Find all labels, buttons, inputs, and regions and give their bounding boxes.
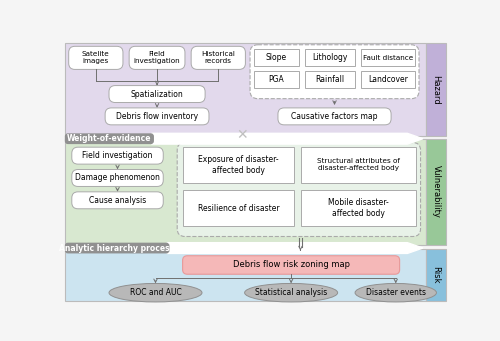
Text: Field investigation: Field investigation — [82, 151, 152, 160]
Bar — [301, 147, 416, 182]
Text: Statistical analysis: Statistical analysis — [255, 288, 327, 297]
Ellipse shape — [109, 283, 202, 302]
FancyArrow shape — [152, 133, 423, 144]
Text: Disaster events: Disaster events — [366, 288, 426, 297]
Bar — [361, 71, 415, 88]
Text: Structural attributes of
disaster-affected body: Structural attributes of disaster-affect… — [317, 158, 400, 172]
Ellipse shape — [244, 283, 338, 302]
FancyBboxPatch shape — [72, 169, 163, 187]
FancyBboxPatch shape — [278, 108, 391, 125]
Text: Debris flow risk zoning map: Debris flow risk zoning map — [232, 261, 350, 269]
Text: Weight-of-evidence: Weight-of-evidence — [67, 134, 151, 143]
FancyBboxPatch shape — [250, 45, 419, 99]
Bar — [254, 71, 299, 88]
Text: Rainfall: Rainfall — [316, 75, 344, 84]
Text: Exposure of disaster-
affected body: Exposure of disaster- affected body — [198, 155, 278, 175]
Bar — [184, 147, 294, 182]
Text: ROC and AUC: ROC and AUC — [130, 288, 182, 297]
Text: Cause analysis: Cause analysis — [89, 196, 146, 205]
FancyBboxPatch shape — [68, 46, 123, 70]
Ellipse shape — [355, 283, 436, 302]
Text: Debris flow inventory: Debris flow inventory — [116, 112, 198, 121]
Text: Hazard: Hazard — [432, 75, 440, 104]
Text: Historical
records: Historical records — [202, 51, 235, 64]
Bar — [305, 49, 354, 66]
FancyArrow shape — [167, 243, 423, 253]
Bar — [305, 71, 354, 88]
FancyBboxPatch shape — [65, 133, 154, 144]
Text: Slope: Slope — [266, 53, 287, 62]
Bar — [426, 249, 446, 301]
FancyBboxPatch shape — [72, 147, 163, 164]
FancyBboxPatch shape — [72, 192, 163, 209]
FancyBboxPatch shape — [182, 256, 400, 274]
Text: Spatialization: Spatialization — [130, 90, 184, 99]
FancyBboxPatch shape — [109, 86, 205, 103]
FancyBboxPatch shape — [191, 46, 246, 70]
Text: Fault distance: Fault distance — [363, 55, 413, 61]
Text: Landcover: Landcover — [368, 75, 408, 84]
FancyBboxPatch shape — [129, 46, 185, 70]
Text: Causative factors map: Causative factors map — [292, 112, 378, 121]
FancyBboxPatch shape — [105, 108, 209, 125]
Bar — [65, 139, 426, 245]
Bar — [254, 49, 299, 66]
Text: Resilience of disaster: Resilience of disaster — [198, 204, 279, 212]
Text: Satelite
images: Satelite images — [82, 51, 110, 64]
Bar — [361, 49, 415, 66]
Text: ✕: ✕ — [236, 128, 248, 142]
Bar — [426, 139, 446, 245]
Bar — [301, 190, 416, 226]
Text: PGA: PGA — [268, 75, 284, 84]
Text: Lithology: Lithology — [312, 53, 348, 62]
Text: Analytic hierarchy process: Analytic hierarchy process — [59, 243, 174, 253]
Bar — [65, 249, 426, 301]
FancyBboxPatch shape — [65, 243, 170, 253]
FancyBboxPatch shape — [177, 143, 420, 237]
Text: Mobile disaster-
affected body: Mobile disaster- affected body — [328, 198, 389, 218]
Bar — [65, 43, 426, 136]
Bar — [184, 190, 294, 226]
Text: Risk: Risk — [432, 266, 440, 284]
Text: Damage phenomenon: Damage phenomenon — [75, 174, 160, 182]
Text: Field
investigation: Field investigation — [134, 51, 180, 64]
Bar — [426, 43, 446, 136]
Text: Vulnerability: Vulnerability — [432, 165, 440, 218]
